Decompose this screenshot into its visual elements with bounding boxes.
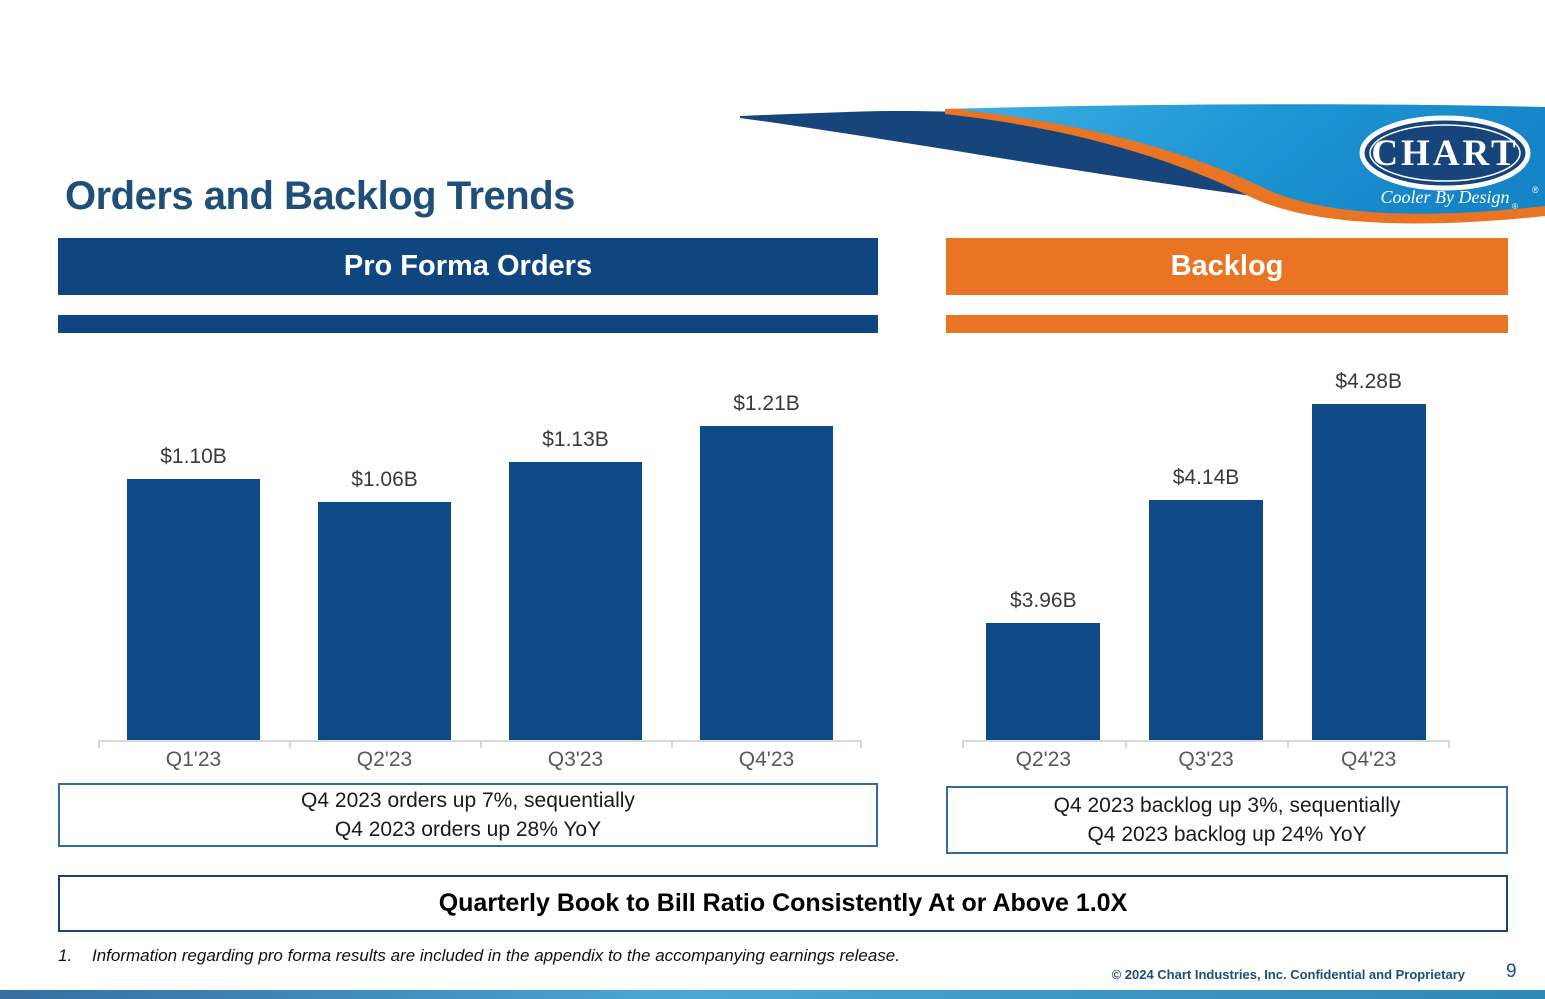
bar-value-label: $1.06B: [351, 468, 418, 491]
svg-text:®: ®: [1512, 202, 1518, 211]
category-label-Q3'23: Q3'23: [547, 748, 604, 771]
axis-tick: [671, 742, 673, 748]
backlog-panel-header-label: Backlog: [1170, 250, 1284, 282]
bar-slot-Q3'23: $1.13B: [480, 392, 671, 740]
bar-value-label: $4.28B: [1335, 370, 1402, 393]
footnote-text: Information regarding pro forma results …: [92, 946, 900, 965]
orders-caption-line2: Q4 2023 orders up 28% YoY: [334, 818, 602, 841]
bar-slot-Q2'23: $3.96B: [962, 356, 1125, 740]
bar-Q2'23: [318, 502, 451, 740]
footnote-number: 1.: [58, 946, 73, 965]
category-label-Q2'23: Q2'23: [1015, 748, 1072, 771]
category-label-Q2'23: Q2'23: [356, 748, 413, 771]
category-label-Q1'23: Q1'23: [165, 748, 222, 771]
axis-tick: [1448, 742, 1450, 748]
bar-slot-Q3'23: $4.14B: [1125, 356, 1288, 740]
bottom-accent-bar: [0, 990, 1545, 999]
axis-tick: [289, 742, 291, 748]
backlog-caption-box: Q4 2023 backlog up 3%, sequentially Q4 2…: [946, 786, 1508, 854]
bar-slot-Q2'23: $1.06B: [289, 392, 480, 740]
backlog-caption-line2: Q4 2023 backlog up 24% YoY: [1087, 823, 1367, 846]
bar-slot-Q4'23: $4.28B: [1287, 356, 1450, 740]
bar-Q2'23: [986, 623, 1101, 740]
footnote: 1. Information regarding pro forma resul…: [58, 946, 900, 966]
swoosh-navy-wave: [740, 110, 1350, 208]
bar-Q1'23: [127, 479, 260, 740]
orders-caption-line1: Q4 2023 orders up 7%, sequentially: [301, 789, 635, 812]
axis-tick: [98, 742, 100, 748]
backlog-bar-chart: $3.96B $4.14B $4.28B: [962, 356, 1450, 748]
bar-slot-Q4'23: $1.21B: [671, 392, 862, 740]
bar-Q4'23: [700, 426, 833, 740]
orders-caption-box: Q4 2023 orders up 7%, sequentially Q4 20…: [58, 783, 878, 847]
logo-tagline: Cooler By Design: [1381, 187, 1510, 207]
bar-value-label: $1.10B: [160, 445, 227, 468]
logo-registered-mark: ®: [1532, 185, 1539, 195]
brand-swoosh-graphic: CHART ® Cooler By Design ®: [700, 95, 1545, 224]
chart-logo: CHART ® Cooler By Design ®: [1359, 115, 1539, 211]
book-to-bill-banner: Quarterly Book to Bill Ratio Consistentl…: [58, 875, 1508, 932]
backlog-panel-header: Backlog: [946, 238, 1508, 295]
category-label-Q4'23: Q4'23: [1340, 748, 1397, 771]
axis-tick: [1287, 742, 1289, 748]
axis-tick: [480, 742, 482, 748]
orders-panel-underline: [58, 315, 878, 333]
backlog-caption-line1: Q4 2023 backlog up 3%, sequentially: [1053, 794, 1401, 817]
bar-value-label: $1.21B: [733, 392, 800, 415]
bar-Q3'23: [1149, 500, 1263, 740]
page-number: 9: [1506, 961, 1517, 982]
copyright-text: © 2024 Chart Industries, Inc. Confidenti…: [1111, 967, 1465, 982]
orders-bar-chart: $1.10B $1.06B $1.13B $1.21B: [98, 392, 862, 748]
bar-value-label: $3.96B: [1010, 589, 1077, 612]
bar-value-label: $4.14B: [1172, 466, 1240, 489]
orders-panel-header-label: Pro Forma Orders: [343, 250, 593, 282]
axis-tick: [1125, 742, 1127, 748]
book-to-bill-banner-label: Quarterly Book to Bill Ratio Consistentl…: [438, 889, 1128, 917]
category-label-Q3'23: Q3'23: [1178, 748, 1234, 771]
category-label-Q4'23: Q4'23: [738, 748, 795, 771]
bar-value-label: $1.13B: [542, 428, 609, 451]
page-title: Orders and Backlog Trends: [65, 174, 575, 218]
logo-wordmark: CHART: [1371, 133, 1518, 174]
bar-Q4'23: [1311, 404, 1426, 740]
backlog-category-axis: Q2'23 Q3'23 Q4'23: [962, 748, 1450, 772]
bar-Q3'23: [509, 462, 642, 740]
orders-category-axis: Q1'23 Q2'23 Q3'23 Q4'23: [98, 748, 862, 772]
orders-panel-header: Pro Forma Orders: [58, 238, 878, 295]
axis-tick: [962, 742, 964, 748]
axis-tick: [860, 742, 862, 748]
backlog-panel-underline: [946, 315, 1508, 333]
bar-slot-Q1'23: $1.10B: [98, 392, 289, 740]
